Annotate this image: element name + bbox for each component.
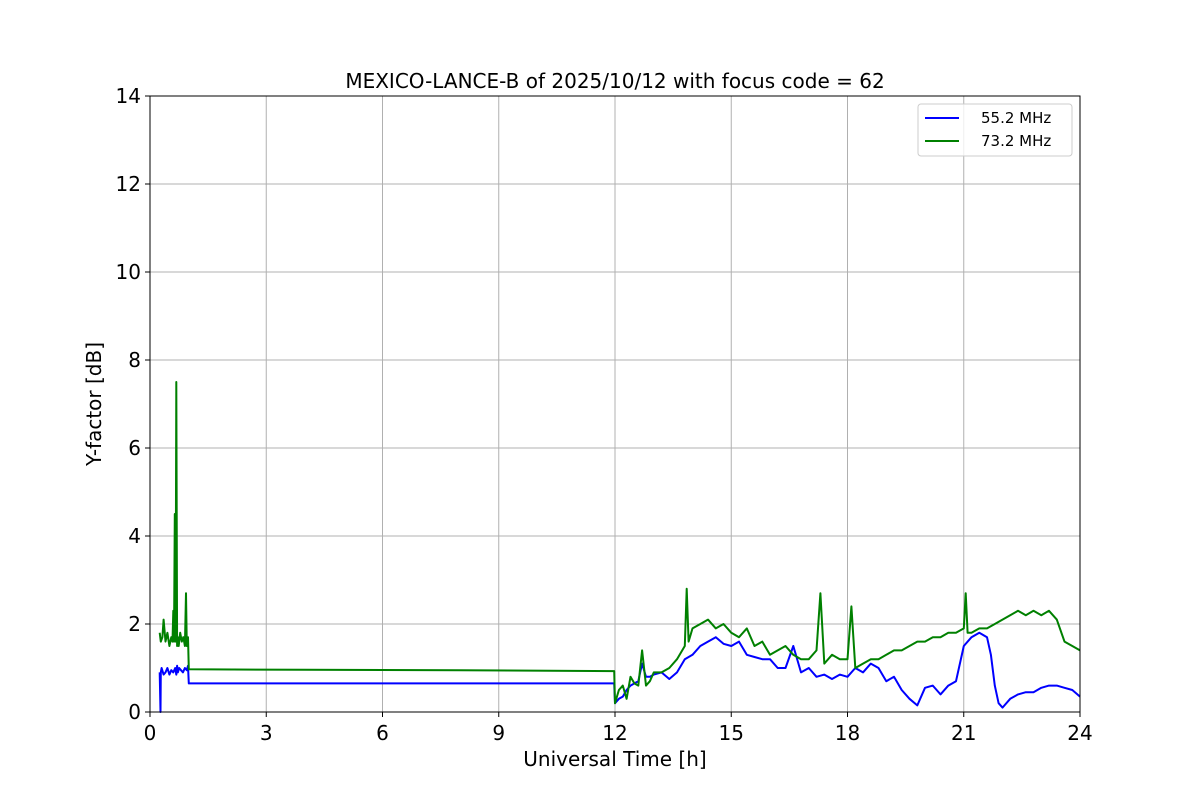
x-tick-label: 0 xyxy=(144,721,157,745)
series-line-73-2-mhz xyxy=(158,381,1081,705)
y-tick-label: 10 xyxy=(116,260,141,284)
legend-label-55mhz: 55.2 MHz xyxy=(981,109,1051,127)
x-tick-label: 18 xyxy=(835,721,860,745)
y-tick-label: 4 xyxy=(128,524,141,548)
y-tick-label: 6 xyxy=(128,436,141,460)
y-tick-label: 14 xyxy=(116,84,141,108)
legend-label-73mhz: 73.2 MHz xyxy=(981,132,1051,150)
y-axis-label: Y-factor [dB] xyxy=(82,342,106,467)
y-tick-label: 2 xyxy=(128,612,141,636)
y-tick-label: 8 xyxy=(128,348,141,372)
x-tick-label: 24 xyxy=(1067,721,1092,745)
x-tick-label: 6 xyxy=(376,721,389,745)
x-axis-label: Universal Time [h] xyxy=(523,747,706,771)
legend: 55.2 MHz 73.2 MHz xyxy=(917,103,1073,157)
x-tick-label: 21 xyxy=(951,721,976,745)
series-layer xyxy=(158,381,1081,713)
y-tick-label: 12 xyxy=(116,172,141,196)
x-tick-label: 9 xyxy=(492,721,505,745)
x-tick-label: 12 xyxy=(602,721,627,745)
x-tick-label: 15 xyxy=(719,721,744,745)
y-tick-label: 0 xyxy=(128,700,141,724)
chart-title: MEXICO-LANCE-B of 2025/10/12 with focus … xyxy=(345,69,884,93)
series-line-55-2-mhz xyxy=(158,631,1081,713)
x-tick-label: 3 xyxy=(260,721,273,745)
